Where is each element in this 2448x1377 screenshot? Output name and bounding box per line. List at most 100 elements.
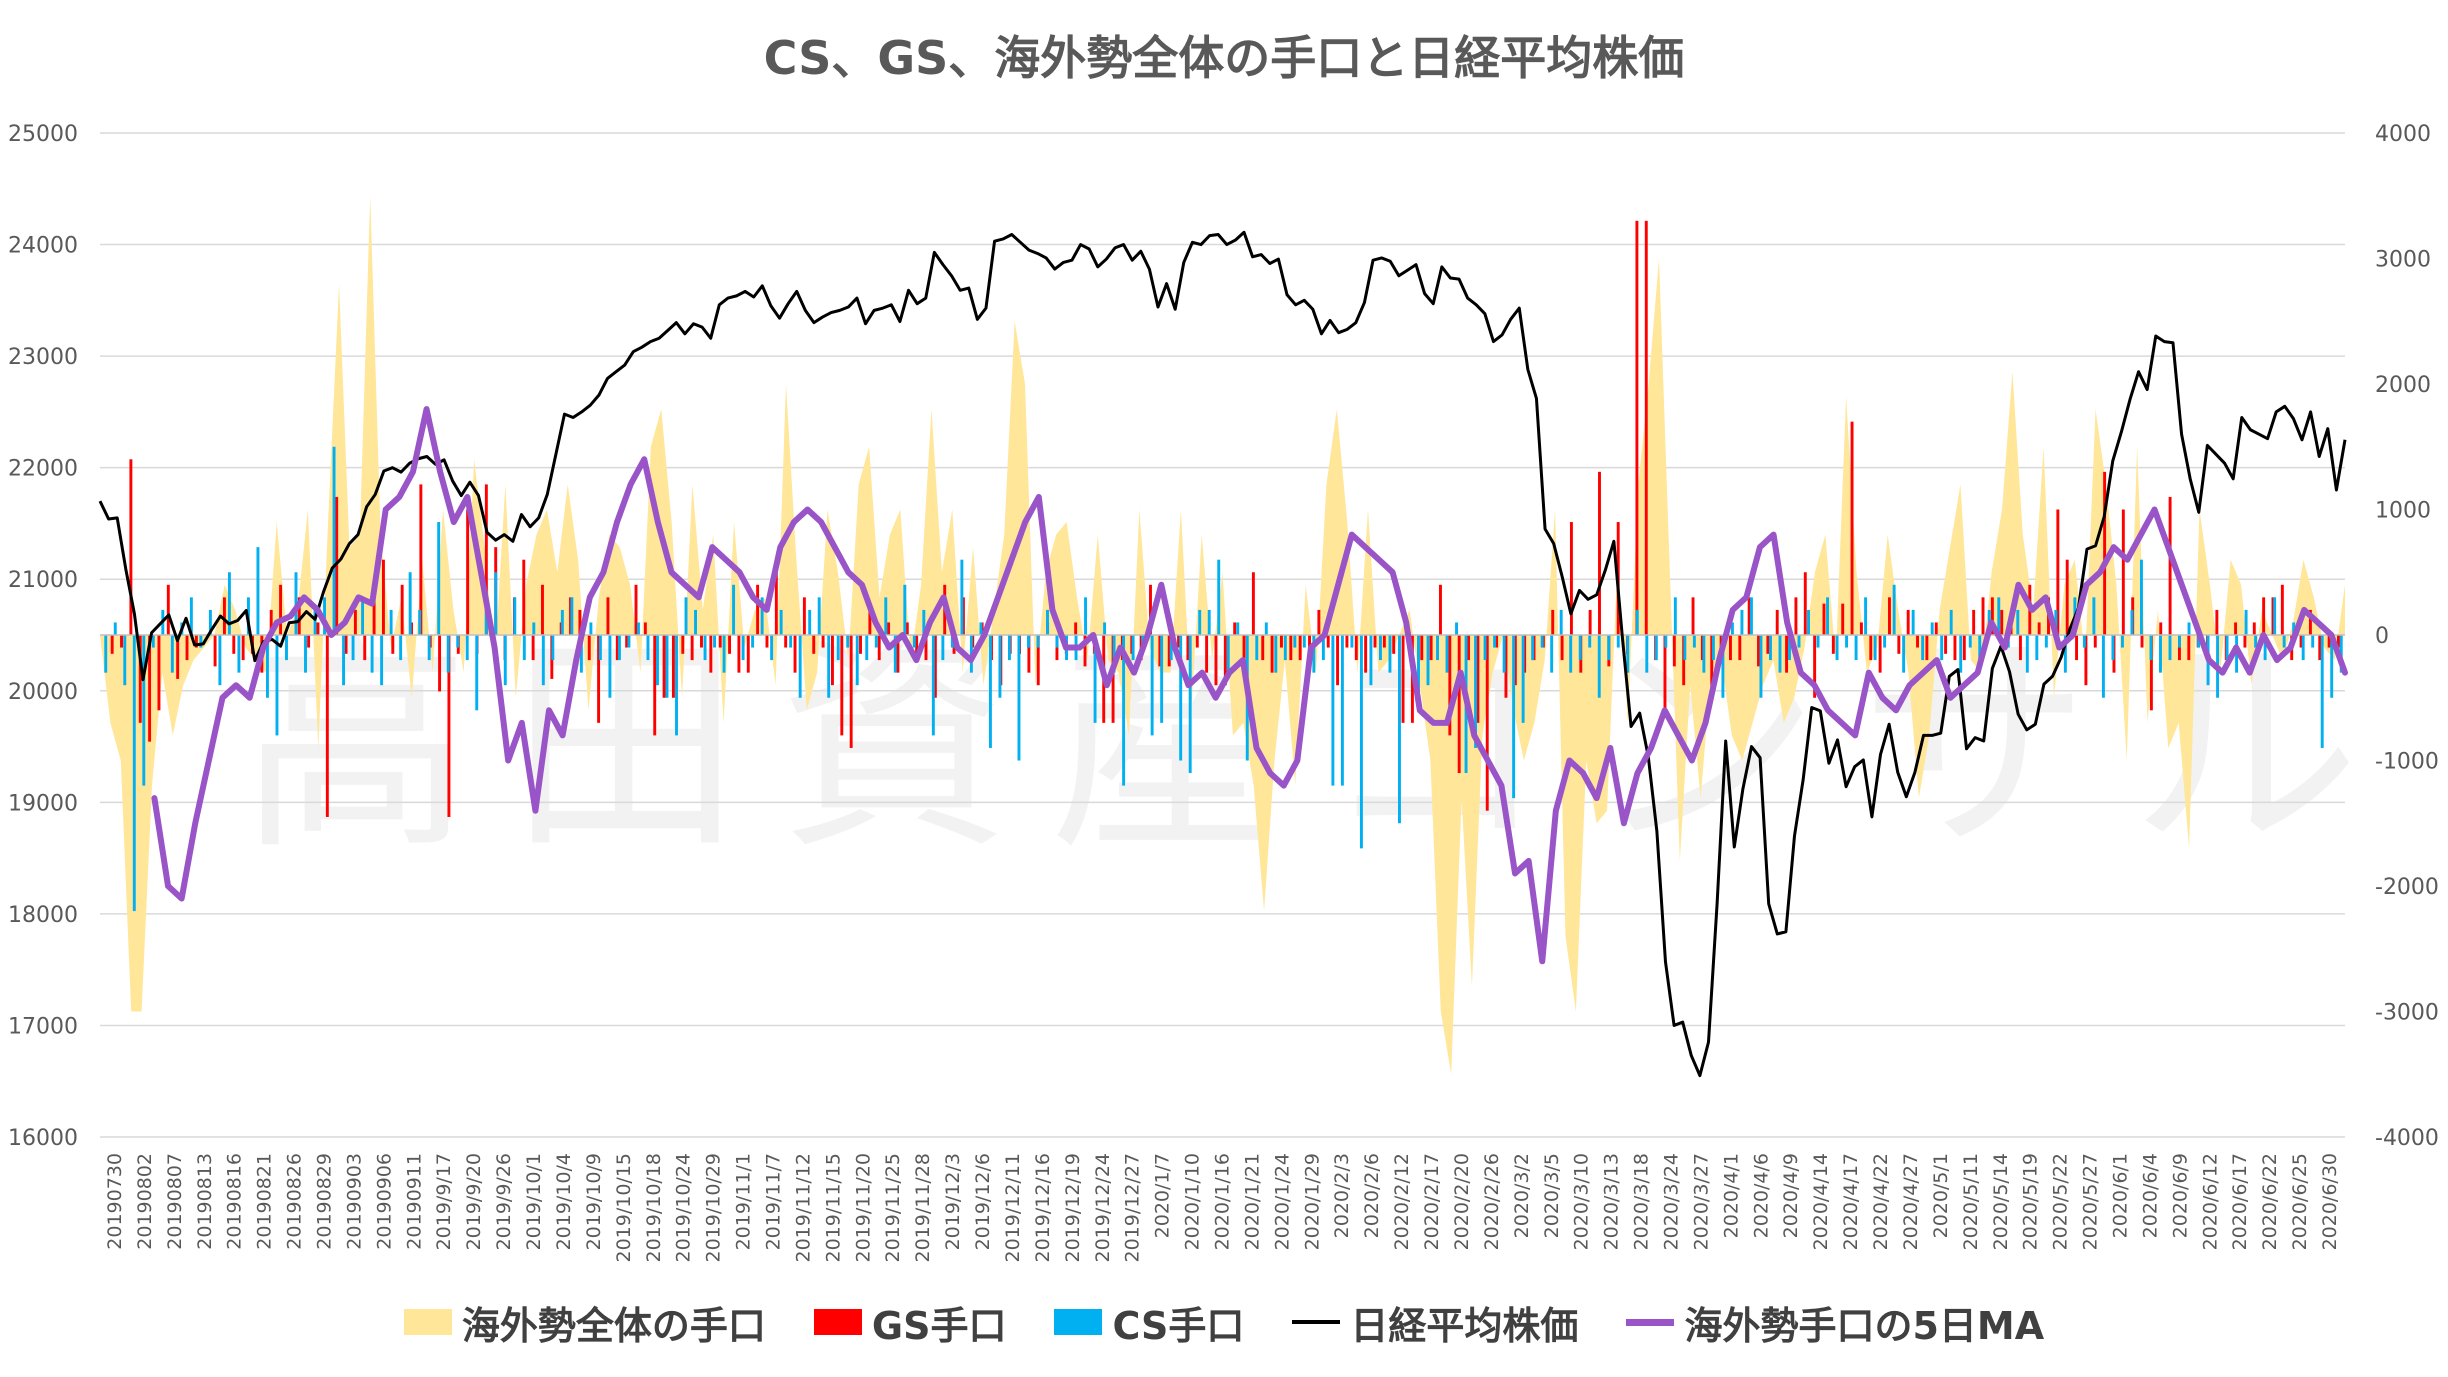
bar-cs (1978, 635, 1982, 661)
bar-cs (1597, 635, 1601, 698)
x-tick-label: 2020/5/22 (2050, 1153, 2072, 1250)
bar-cs (389, 609, 393, 635)
bar-gs (1401, 635, 1405, 723)
bar-gs (2215, 609, 2219, 635)
bar-gs (2168, 496, 2172, 635)
x-tick-label: 20190807 (164, 1153, 186, 1250)
bar-cs (142, 635, 146, 786)
x-tick-label: 20190821 (254, 1153, 276, 1250)
bar-cs (1616, 635, 1620, 648)
bar-cs (751, 635, 755, 648)
bar-cs (1398, 635, 1401, 824)
x-tick-label: 2020/5/14 (1990, 1153, 2012, 1250)
bar-gs (1111, 635, 1115, 723)
bar-gs (1195, 635, 1199, 648)
x-tick-label: 2019/10/29 (703, 1153, 725, 1263)
bar-cs (1769, 635, 1772, 661)
bar-cs (1835, 635, 1839, 661)
bar-cs (941, 635, 945, 661)
bar-cs (1578, 635, 1582, 661)
x-tick-label: 2020/4/1 (1720, 1153, 1742, 1238)
legend-item-cs: CS手口 (1054, 1295, 1244, 1350)
bar-cs (1388, 635, 1392, 673)
bar-gs (1888, 597, 1891, 635)
bar-gs (2121, 509, 2125, 635)
x-tick-label: 2019/10/15 (613, 1153, 635, 1263)
bar-cs (722, 635, 726, 673)
bar-gs (1831, 635, 1835, 654)
bar-cs (1217, 559, 1221, 635)
bar-cs (2016, 609, 2020, 635)
bar-gs (1504, 635, 1508, 698)
y-tick-label-right: 0 (2375, 624, 2389, 649)
bar-cs (1236, 622, 1240, 635)
bar-cs (1122, 635, 1126, 786)
x-tick-label: 2020/2/3 (1331, 1153, 1353, 1238)
bar-gs (531, 635, 535, 661)
bar-gs (2252, 622, 2256, 635)
bar-gs (2187, 635, 2191, 661)
bar-gs (1710, 635, 1714, 698)
bar-gs (746, 635, 750, 673)
bar-gs (325, 635, 329, 817)
legend-swatch (403, 1309, 452, 1335)
bar-cs (2111, 635, 2115, 661)
bar-cs (1474, 635, 1478, 748)
y-tick-label-left: 23000 (8, 345, 78, 370)
bar-cs (1502, 635, 1506, 673)
bar-cs (2320, 635, 2324, 748)
y-tick-label-left: 18000 (8, 903, 78, 928)
bar-gs (1672, 635, 1676, 667)
bar-gs (2271, 597, 2275, 635)
bar-gs (400, 584, 404, 635)
bar-cs (1169, 635, 1173, 661)
bar-gs (718, 635, 722, 648)
bar-gs (447, 635, 451, 817)
bar-cs (1788, 635, 1791, 661)
bar-cs (694, 609, 697, 635)
bar-cs (1017, 635, 1021, 761)
bar-cs (370, 635, 374, 673)
x-tick-label: 2020/2/6 (1361, 1153, 1383, 1238)
bar-cs (1521, 635, 1525, 723)
bar-cs (494, 572, 498, 635)
bar-gs (615, 635, 619, 661)
x-tick-label: 2020/6/4 (2139, 1153, 2161, 1238)
bar-gs (363, 635, 367, 661)
chart-legend: 海外勢全体の手口 GS手口 CS手口 日経平均株価 海外勢手口の5日MA (0, 1292, 2448, 1352)
legend-item-gs: GS手口 (813, 1295, 1006, 1350)
x-tick-label: 2019/10/9 (583, 1153, 605, 1250)
x-tick-label: 2020/3/13 (1601, 1153, 1623, 1250)
bar-gs (1859, 622, 1863, 635)
bar-cs (1635, 609, 1639, 635)
bar-cs (2159, 635, 2162, 673)
bar-gs (120, 635, 123, 648)
bar-gs (1588, 609, 1592, 635)
bar-gs (1270, 635, 1274, 673)
bar-cs (1540, 635, 1544, 648)
bar-cs (2244, 609, 2248, 635)
bar-gs (2262, 597, 2266, 635)
bar-cs (503, 635, 507, 686)
bar-gs (1495, 635, 1499, 648)
bar-cs (1692, 635, 1696, 648)
bar-cs (1902, 635, 1906, 673)
bar-gs (1916, 635, 1919, 648)
bar-cs (2035, 635, 2039, 661)
bar-gs (2149, 635, 2153, 711)
bar-gs (1158, 635, 1162, 667)
bar-cs (342, 635, 346, 686)
bar-cs (1711, 635, 1715, 661)
bar-cs (579, 635, 583, 673)
y-tick-label-right: 2000 (2375, 373, 2431, 398)
bar-gs (1177, 635, 1181, 648)
bar-gs (1289, 635, 1293, 661)
bar-cs (256, 547, 260, 635)
bar-cs (1264, 622, 1268, 635)
bar-cs (522, 635, 526, 661)
bar-gs (915, 635, 919, 654)
bar-cs (1911, 609, 1915, 635)
x-tick-label: 2019/12/6 (972, 1153, 994, 1250)
bar-cs (2063, 635, 2067, 673)
bar-cs (1816, 635, 1820, 648)
